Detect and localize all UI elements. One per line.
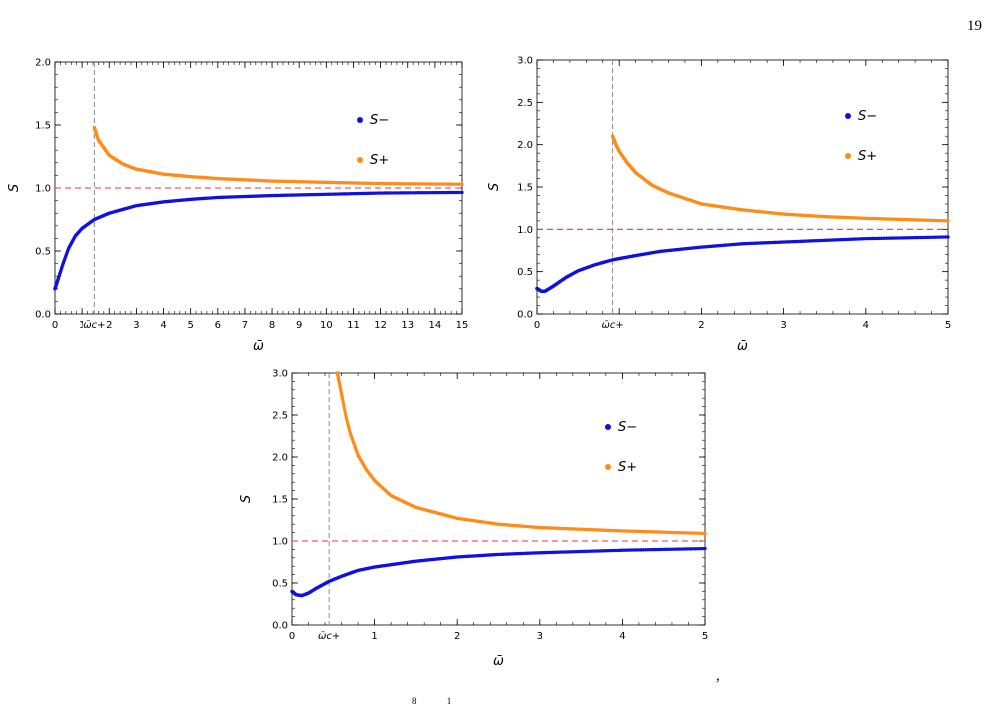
s-minus-line [353,547,705,574]
y-tick-label: 0.5 [272,579,288,590]
x-tick-label: 2 [454,631,460,642]
y-tick-label: 2.0 [517,140,533,151]
legend-label-s-minus: S− [858,109,877,124]
y-tick-label: 1.5 [35,121,51,132]
s-plus-point [342,407,347,411]
s-plus-line [662,189,949,223]
x-tick-label: 12 [374,320,387,331]
legend-marker-s-plus [845,153,851,159]
x-tick-label: 5 [702,631,708,642]
x-tick-label: 13 [401,320,414,331]
y-tick-label: 1.0 [517,225,533,236]
x-tick-label: 3 [780,320,786,331]
legend-marker-s-minus [845,113,851,119]
x-tick-label: 10 [320,320,333,331]
y-axis-label: S [487,183,502,191]
y-axis-label: S [239,495,254,503]
s-plus-point [347,426,351,431]
x-tick-label: 5 [945,320,951,331]
plot-frame [536,59,949,315]
x-tick-label: 4 [619,631,625,642]
series-s-plus [610,134,950,223]
y-tick-label: 0.0 [35,310,51,321]
series-s-minus [535,235,950,293]
x-tick-label: 11 [347,320,360,331]
series-s-plus [92,125,464,186]
series-s-minus [290,546,707,598]
critical-frequency-label: ω̄c+ [318,631,340,642]
s-plus-line [392,495,705,535]
legend-marker-s-minus [605,424,611,430]
page-number: 19 [967,18,982,34]
y-tick-label: 1.5 [517,183,533,194]
legend-marker-s-plus [605,464,611,470]
x-tick-label: 0 [289,631,295,642]
plot-frame [291,372,706,626]
y-tick-label: 0.5 [35,247,51,258]
footnote-fragment: 8 1 [412,696,466,706]
x-tick-label: 1 [616,320,622,331]
y-tick-label: 2.5 [272,411,288,422]
x-axis-label: ω̄ [493,654,504,669]
y-tick-label: 1.5 [272,495,288,506]
legend-marker-s-plus [357,157,363,163]
legend-label-s-plus: S+ [370,153,389,168]
y-tick-label: 2.0 [35,58,51,69]
y-tick-label: 3.0 [517,56,533,67]
x-tick-label: 2 [698,320,704,331]
y-tick-label: 3.0 [272,369,288,380]
x-tick-label: 3 [133,320,139,331]
critical-frequency-label: ω̄c+ [601,320,623,331]
y-tick-label: 2.5 [517,98,533,109]
chart-top-left: 0.00.51.01.52.00 1 2 3 4 5 6 7 8 9 10 11 12 13 14 15ω̄c… [7,58,469,355]
legend-label-s-plus: S+ [858,149,877,164]
x-tick-label: 0 [52,320,58,331]
x-tick-label: 5 [187,320,193,331]
series-s-plus [335,371,707,536]
x-axis-label: ω̄ [737,339,748,354]
trailing-comma: , [716,668,720,684]
x-tick-label: 3 [537,631,543,642]
s-plus-point [343,409,347,414]
x-tick-label: 14 [428,320,441,331]
x-tick-label: 9 [296,320,302,331]
x-tick-label: 4 [160,320,166,331]
y-tick-label: 1.0 [272,537,288,548]
legend-label-s-minus: S− [618,420,637,435]
y-tick-label: 1.0 [35,184,51,195]
legend-label-s-plus: S+ [618,460,637,475]
y-tick-label: 0.0 [517,310,533,321]
y-tick-label: 0.0 [272,621,288,632]
chart-bottom: 0.0 0.5 1.0 1.5 2.0 2.5 3.0 0 1 2 3 4 5 ω̄c+ S− S+ ω̄ S [239,369,708,670]
x-tick-label: 0 [534,320,540,331]
x-axis-label: ω̄ [253,339,264,354]
s-plus-point [342,404,346,409]
x-tick-label: 8 [269,320,275,331]
x-tick-label: 7 [242,320,248,331]
y-tick-label: 0.5 [517,267,533,278]
x-tick-label: 15 [456,320,469,331]
s-minus-line [115,191,462,213]
x-tick-label: 4 [863,320,869,331]
x-tick-label: 1 [79,320,85,331]
legend-label-s-minus: S− [370,113,389,128]
x-tick-label: 6 [215,320,221,331]
s-minus-line [598,235,948,265]
s-plus-line [149,170,462,186]
chart-top-right: 0.0 0.5 1.0 1.5 2.0 2.5 3.0 0 1 2 3 4 5 ω̄c+ S− S+ ω̄ S [487,56,951,355]
series-s-minus [53,190,464,291]
legend-marker-s-minus [357,117,363,123]
y-axis-label: S [7,184,22,192]
x-tick-label: 2 [106,320,112,331]
x-tick-label: 1 [371,631,377,642]
y-tick-label: 2.0 [272,453,288,464]
critical-frequency-label: ω̄c+ [83,320,105,331]
